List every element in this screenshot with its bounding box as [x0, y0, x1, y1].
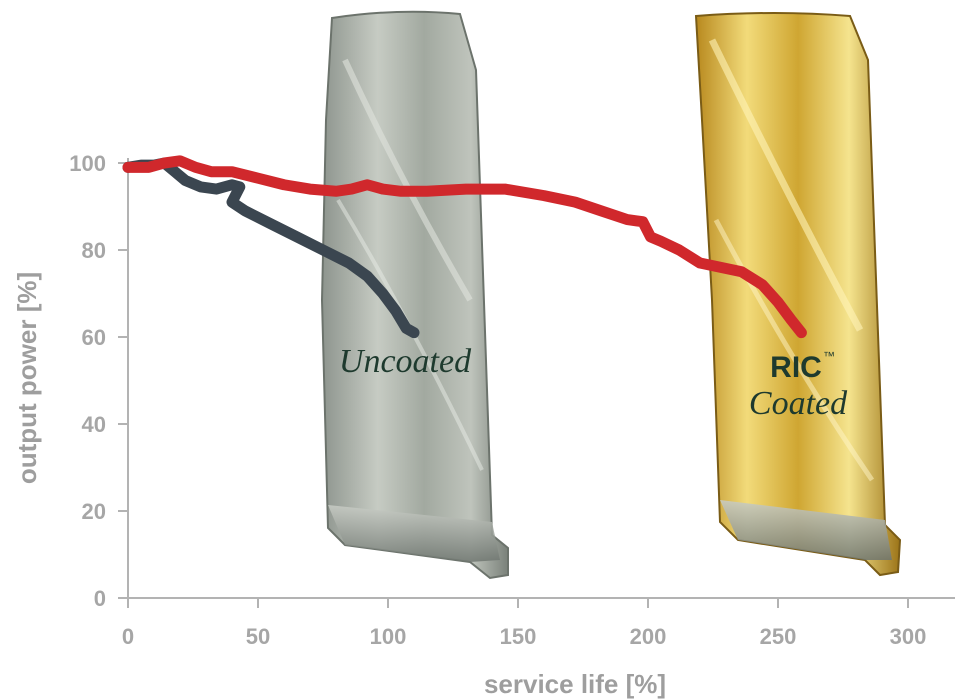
- x-tick-label: 0: [122, 624, 134, 649]
- uncoated-turbine-blade: [320, 10, 509, 580]
- y-tick-label: 0: [94, 586, 106, 611]
- y-axis-title: output power [%]: [12, 272, 42, 484]
- ric-label: RIC: [770, 351, 822, 384]
- y-tick-label: 40: [82, 412, 106, 437]
- ric-trademark: ™: [823, 349, 835, 363]
- x-tick-label: 150: [500, 624, 537, 649]
- series-layer: [122, 155, 807, 339]
- x-tick-label: 100: [370, 624, 407, 649]
- x-axis-title: service life [%]: [484, 669, 666, 699]
- y-tick-label: 20: [82, 499, 106, 524]
- axes: 0 50 100 150 200 250 300 0 20 40 60 80 100: [69, 151, 955, 649]
- ticks: 0 50 100 150 200 250 300 0 20 40 60 80 100: [69, 151, 926, 649]
- x-tick-label: 200: [630, 624, 667, 649]
- y-tick-label: 60: [82, 325, 106, 350]
- coated-label: Coated: [749, 385, 848, 422]
- ric_coated-series-line: [122, 155, 807, 339]
- uncoated-label: Uncoated: [339, 343, 472, 380]
- y-tick-label: 100: [69, 151, 106, 176]
- x-tick-label: 300: [890, 624, 927, 649]
- x-tick-label: 250: [760, 624, 797, 649]
- y-tick-label: 80: [82, 238, 106, 263]
- x-tick-label: 50: [246, 624, 270, 649]
- coated-turbine-blade: [694, 12, 902, 577]
